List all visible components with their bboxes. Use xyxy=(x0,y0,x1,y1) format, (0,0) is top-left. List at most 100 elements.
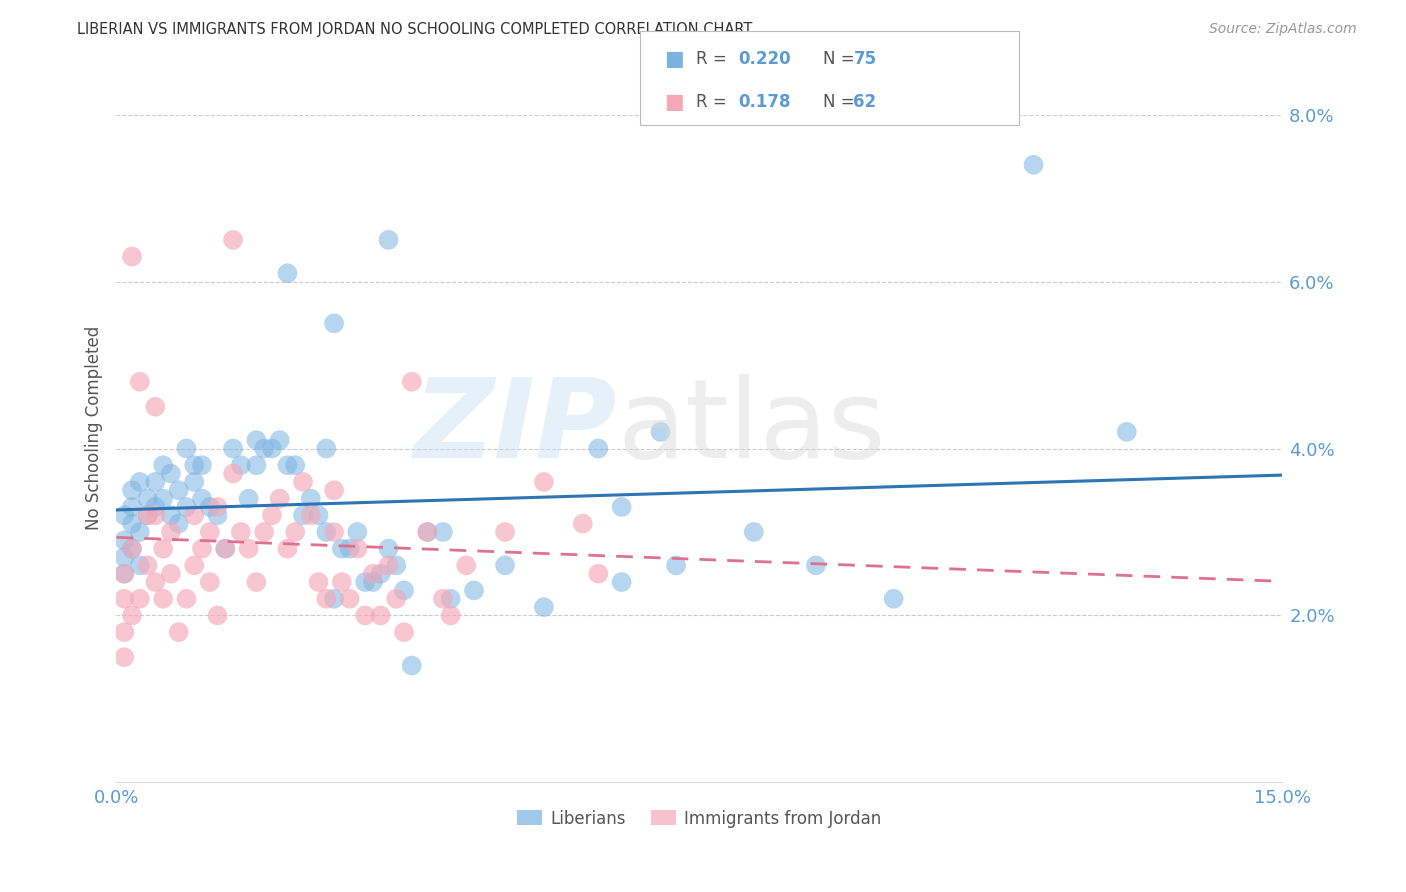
Point xyxy=(245,458,267,473)
Point xyxy=(494,524,516,539)
Point xyxy=(610,500,633,514)
Point xyxy=(143,508,166,523)
Point xyxy=(665,558,688,573)
Point xyxy=(176,442,198,456)
Point xyxy=(432,524,454,539)
Point xyxy=(207,508,229,523)
Point xyxy=(299,491,322,506)
Point xyxy=(276,541,298,556)
Point xyxy=(112,566,135,581)
Point xyxy=(883,591,905,606)
Point xyxy=(112,591,135,606)
Point xyxy=(588,566,610,581)
Point xyxy=(112,650,135,665)
Point xyxy=(292,508,315,523)
Point xyxy=(276,266,298,280)
Point xyxy=(198,575,221,590)
Point xyxy=(222,233,245,247)
Point xyxy=(245,575,267,590)
Point xyxy=(112,549,135,564)
Point xyxy=(183,558,205,573)
Text: 62: 62 xyxy=(853,93,876,111)
Point xyxy=(354,608,377,623)
Point xyxy=(432,591,454,606)
Point xyxy=(610,575,633,590)
Point xyxy=(136,558,159,573)
Point xyxy=(804,558,827,573)
Point xyxy=(121,516,143,531)
Point xyxy=(260,508,283,523)
Text: LIBERIAN VS IMMIGRANTS FROM JORDAN NO SCHOOLING COMPLETED CORRELATION CHART: LIBERIAN VS IMMIGRANTS FROM JORDAN NO SC… xyxy=(77,22,752,37)
Point xyxy=(191,541,214,556)
Point xyxy=(269,433,291,447)
Point xyxy=(370,566,392,581)
Point xyxy=(276,458,298,473)
Point xyxy=(456,558,478,573)
Point xyxy=(112,625,135,640)
Point xyxy=(183,508,205,523)
Point xyxy=(176,591,198,606)
Text: ■: ■ xyxy=(664,92,683,112)
Text: 0.220: 0.220 xyxy=(738,51,790,69)
Point xyxy=(167,516,190,531)
Point xyxy=(160,566,183,581)
Point xyxy=(214,541,236,556)
Text: atlas: atlas xyxy=(617,374,886,481)
Point xyxy=(160,524,183,539)
Point xyxy=(136,508,159,523)
Point xyxy=(112,566,135,581)
Point xyxy=(143,500,166,514)
Point xyxy=(253,442,276,456)
Point xyxy=(128,591,150,606)
Point xyxy=(440,591,463,606)
Point xyxy=(315,442,337,456)
Text: ■: ■ xyxy=(664,49,683,70)
Text: R =: R = xyxy=(696,51,733,69)
Point xyxy=(742,524,765,539)
Point xyxy=(152,591,174,606)
Point xyxy=(299,508,322,523)
Point xyxy=(214,541,236,556)
Point xyxy=(533,600,555,615)
Point xyxy=(463,583,485,598)
Point xyxy=(128,524,150,539)
Point xyxy=(346,541,368,556)
Point xyxy=(284,458,307,473)
Point xyxy=(238,491,260,506)
Point xyxy=(207,500,229,514)
Point xyxy=(308,575,330,590)
Point xyxy=(121,250,143,264)
Point xyxy=(385,591,408,606)
Point xyxy=(377,233,399,247)
Point xyxy=(354,575,377,590)
Point xyxy=(330,541,353,556)
Point xyxy=(152,541,174,556)
Point xyxy=(229,458,252,473)
Point xyxy=(440,608,463,623)
Point xyxy=(183,475,205,489)
Point xyxy=(128,375,150,389)
Point xyxy=(571,516,593,531)
Point xyxy=(533,475,555,489)
Point xyxy=(339,591,361,606)
Point xyxy=(370,608,392,623)
Legend: Liberians, Immigrants from Jordan: Liberians, Immigrants from Jordan xyxy=(510,803,889,834)
Point xyxy=(176,500,198,514)
Point xyxy=(222,442,245,456)
Point xyxy=(323,316,346,330)
Point xyxy=(588,442,610,456)
Point xyxy=(494,558,516,573)
Point xyxy=(152,491,174,506)
Point xyxy=(284,524,307,539)
Point xyxy=(361,575,384,590)
Point xyxy=(269,491,291,506)
Point xyxy=(1115,425,1137,439)
Point xyxy=(121,541,143,556)
Point xyxy=(121,541,143,556)
Text: Source: ZipAtlas.com: Source: ZipAtlas.com xyxy=(1209,22,1357,37)
Text: N =: N = xyxy=(823,93,859,111)
Point xyxy=(191,458,214,473)
Point xyxy=(1022,158,1045,172)
Point xyxy=(245,433,267,447)
Point xyxy=(167,625,190,640)
